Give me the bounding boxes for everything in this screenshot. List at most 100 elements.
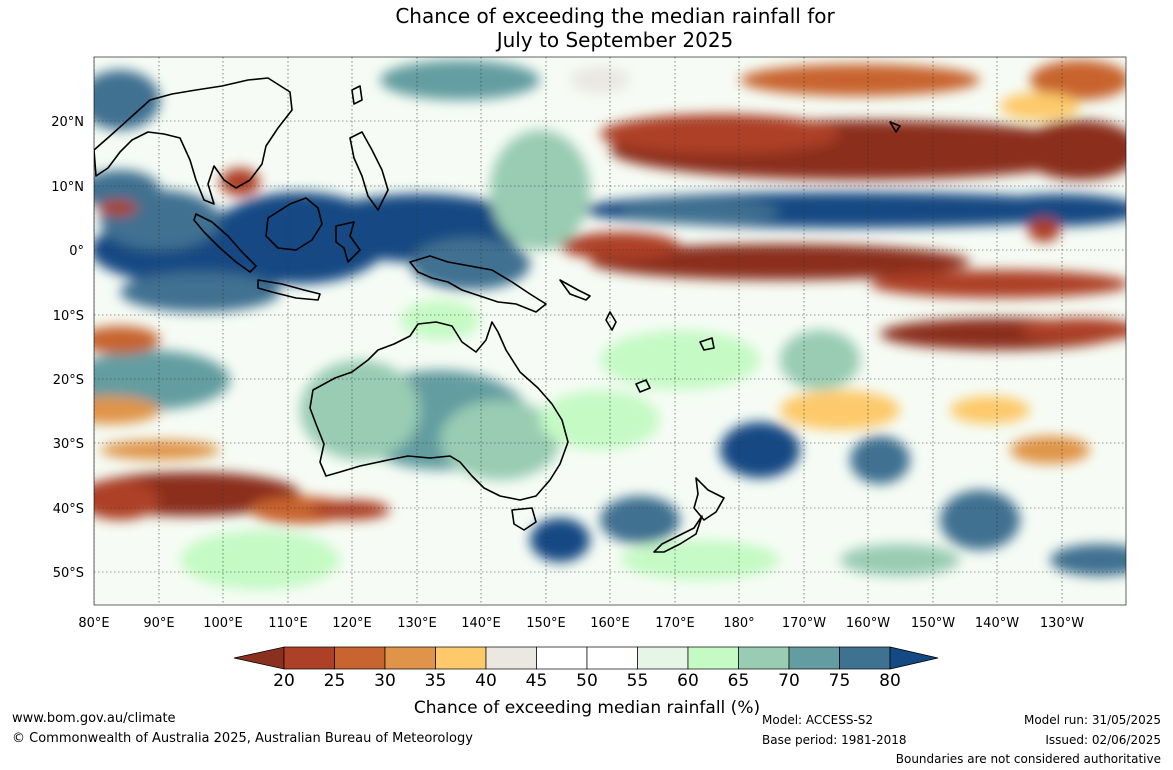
probability-field [94, 60, 1126, 590]
field-patch [310, 500, 390, 520]
colorbar-tick-label: 65 [728, 671, 750, 691]
footer-model: Model: ACCESS-S2 [762, 713, 874, 727]
new-caledonia-coastline [635, 379, 651, 393]
field-patch [600, 330, 760, 390]
colorbar-tick-label: 30 [374, 671, 396, 691]
field-patch [530, 518, 590, 562]
vanuatu-coastline [605, 311, 617, 331]
colorbar-bin [839, 646, 891, 670]
field-patch [94, 396, 160, 424]
lon-tick-label: 160°W [846, 616, 890, 631]
footer-url: www.bom.gov.au/climate [12, 711, 176, 726]
field-patch [620, 540, 780, 580]
colorbar-label: Chance of exceeding median rainfall (%) [414, 698, 760, 718]
lon-tick-label: 100°E [203, 616, 243, 631]
solomon-islands-coastline [559, 279, 591, 301]
field-patch [300, 360, 420, 460]
new-guinea-coastline [409, 255, 547, 313]
australia-coastline [309, 321, 569, 501]
field-patch [1000, 92, 1080, 120]
lon-tick-label: 140°E [461, 616, 501, 631]
field-patch [100, 440, 220, 460]
colorbar-bin [283, 646, 335, 670]
sulawesi-coastline [335, 221, 361, 263]
map-area [94, 57, 1126, 605]
colorbar-tick-label: 55 [627, 671, 649, 691]
colorbar-extend-high [889, 646, 939, 670]
philippines-coastline [349, 131, 389, 211]
field-patch [870, 270, 1126, 298]
fiji-coastline [699, 337, 715, 351]
colorbar-tick-label: 40 [475, 671, 497, 691]
lon-tick-label: 130°E [397, 616, 437, 631]
latitude-labels: 20°N 10°N 0° 10°S 20°S 30°S 40°S 50°S [51, 115, 84, 581]
lon-tick-label: 160°E [590, 616, 630, 631]
lat-tick-label: 40°S [53, 502, 84, 517]
longitude-labels: 80°E 90°E 100°E 110°E 120°E 130°E 140°E 150°E 16… [78, 616, 1084, 631]
field-patch [380, 60, 540, 100]
field-patch [1020, 318, 1126, 342]
colorbar-tick-label: 20 [273, 671, 295, 691]
field-patch [1010, 436, 1090, 464]
taiwan-coastline [351, 85, 363, 105]
lat-tick-label: 30°S [53, 437, 84, 452]
lon-tick-label: 110°E [268, 616, 308, 631]
field-patch [780, 330, 860, 390]
colorbar-bin [788, 646, 840, 670]
tasmania-coastline [511, 507, 537, 531]
field-patch [740, 64, 980, 96]
lon-tick-label: 170°E [655, 616, 695, 631]
hawaii-coastline [889, 121, 901, 133]
field-patch [540, 390, 660, 450]
lat-tick-label: 20°N [51, 115, 84, 130]
field-patch [570, 66, 630, 94]
field-patch [620, 200, 780, 224]
colorbar-bin [485, 646, 537, 670]
lat-tick-label: 10°S [53, 309, 84, 324]
field-patch [1030, 60, 1126, 100]
field-patch [600, 496, 680, 544]
sumatra-coastline [193, 213, 257, 273]
lon-tick-label: 120°E [332, 616, 372, 631]
field-patch [94, 170, 160, 210]
colorbar-tick-label: 50 [576, 671, 598, 691]
lon-tick-label: 170°W [782, 616, 826, 631]
field-patch [410, 238, 530, 290]
lon-tick-label: 150°W [911, 616, 955, 631]
map-border [93, 56, 1127, 606]
colorbar-bin [687, 646, 739, 670]
colorbar-bin [435, 646, 487, 670]
field-patch [590, 244, 970, 280]
title-line-1: Chance of exceeding the median rainfall … [395, 4, 835, 28]
nz-south-coastline [653, 515, 703, 553]
coastlines [94, 77, 901, 553]
field-patch [98, 200, 138, 216]
field-patch [850, 436, 910, 484]
lon-tick-label: 180° [723, 616, 754, 631]
field-patch [780, 390, 900, 430]
lat-tick-label: 50°S [53, 566, 84, 581]
colorbar-bin [384, 646, 436, 670]
lat-tick-label: 10°N [51, 180, 84, 195]
field-patch [94, 480, 160, 520]
mainland-asia-coastline [94, 77, 293, 205]
footer-issued: Issued: 02/06/2025 [1045, 733, 1161, 747]
lon-tick-label: 80°E [78, 616, 109, 631]
lon-tick-label: 90°E [143, 616, 174, 631]
colorbar-tick-label: 25 [324, 671, 346, 691]
field-patch [940, 490, 1020, 550]
field-patch [1050, 544, 1126, 576]
field-patch [400, 300, 480, 340]
field-patch [220, 168, 260, 196]
borneo-coastline [265, 197, 323, 251]
nz-north-coastline [693, 477, 725, 521]
title-line-2: July to September 2025 [496, 28, 734, 52]
colorbar-tick-label: 35 [425, 671, 447, 691]
colorbar-tick-label: 45 [526, 671, 548, 691]
java-coastline [257, 279, 321, 301]
lon-tick-label: 130°W [1040, 616, 1084, 631]
field-patch [720, 422, 800, 478]
graticule [94, 57, 1126, 605]
colorbar-tick-label: 60 [677, 671, 699, 691]
lon-tick-label: 150°E [526, 616, 566, 631]
